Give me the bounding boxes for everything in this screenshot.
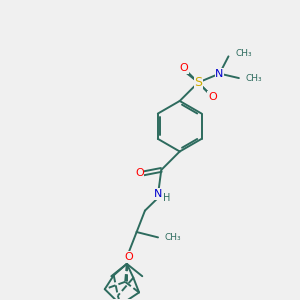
Text: O: O — [208, 92, 217, 102]
Text: H: H — [163, 193, 170, 202]
Text: O: O — [179, 63, 188, 73]
Text: O: O — [135, 169, 144, 178]
Text: S: S — [194, 76, 202, 89]
Text: N: N — [215, 69, 224, 79]
Text: CH₃: CH₃ — [165, 233, 181, 242]
Text: O: O — [124, 252, 133, 262]
Text: N: N — [154, 189, 163, 199]
Text: CH₃: CH₃ — [245, 74, 262, 82]
Text: CH₃: CH₃ — [235, 50, 252, 58]
